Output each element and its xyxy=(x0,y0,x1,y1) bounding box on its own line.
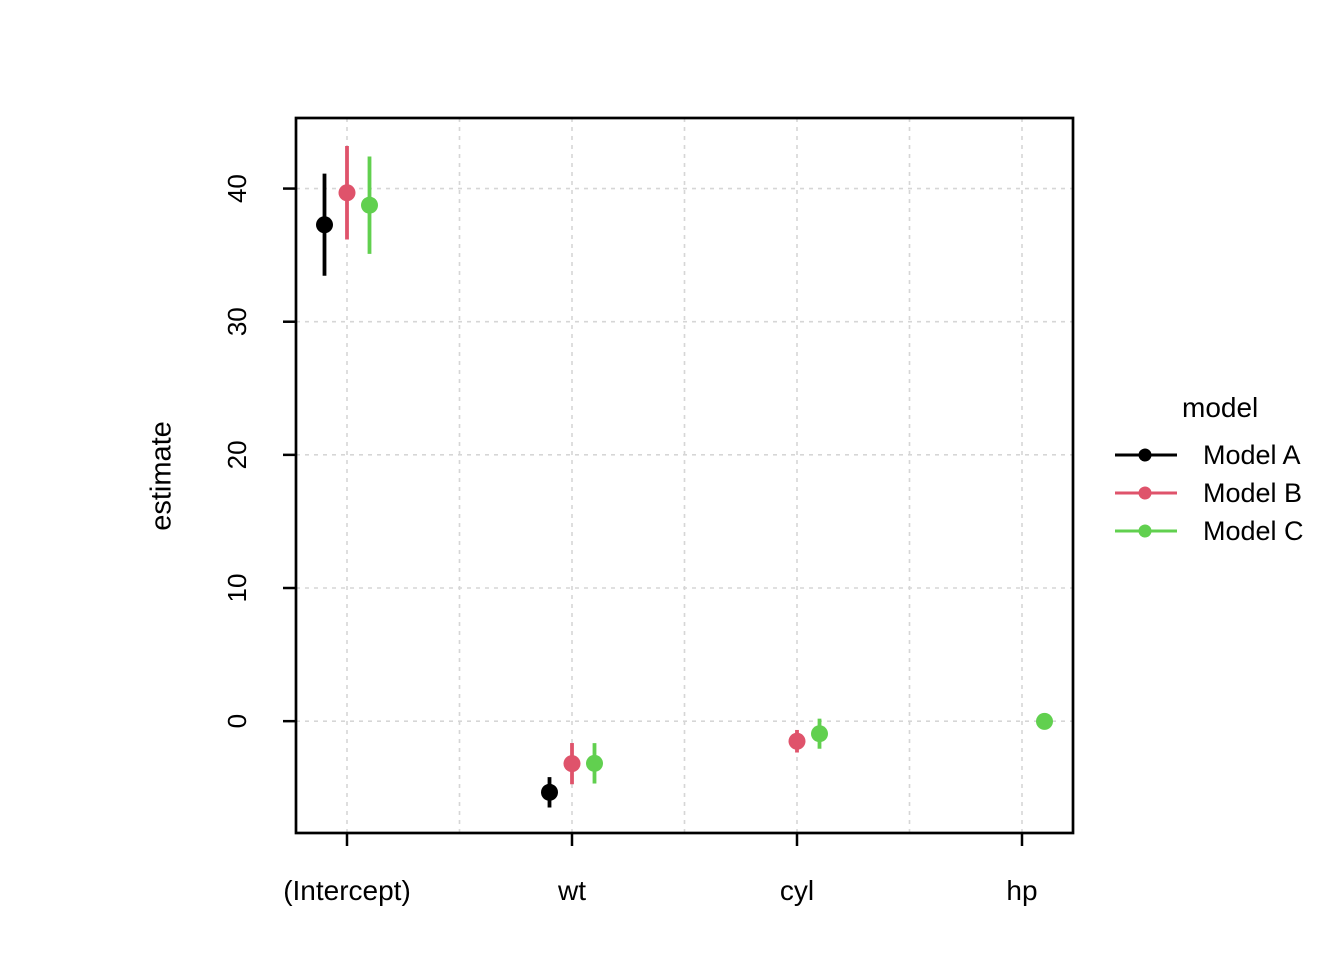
legend-entry-model-b: Model B xyxy=(1112,474,1304,512)
y-tick-label: 40 xyxy=(222,174,252,203)
estimate-point xyxy=(316,216,333,234)
gridlines xyxy=(296,118,1073,833)
estimate-point xyxy=(1036,712,1053,730)
y-axis-title: estimate xyxy=(145,421,178,531)
legend-label: Model C xyxy=(1203,515,1304,546)
legend-label: Model B xyxy=(1203,477,1303,508)
pointrange-key-icon xyxy=(1115,448,1177,462)
y-tick-label: 20 xyxy=(222,440,252,469)
estimate-point xyxy=(541,783,558,801)
pointrange-key-icon xyxy=(1115,524,1177,538)
x-tick-label: (Intercept) xyxy=(283,875,411,906)
estimate-point xyxy=(788,732,806,750)
x-axis-title: term xyxy=(656,956,712,960)
pointrange-key-icon xyxy=(1115,486,1177,500)
estimate-point xyxy=(586,754,603,772)
legend-entry-model-a: Model A xyxy=(1112,436,1304,474)
estimate-point xyxy=(361,196,378,214)
legend-title: model xyxy=(1182,392,1259,423)
x-tick-label: hp xyxy=(1006,875,1037,906)
series-model-c xyxy=(361,156,1053,784)
series-model-a xyxy=(316,173,558,808)
axis-ticks xyxy=(283,187,1024,846)
legend: model Model A Model B Model C xyxy=(1112,392,1304,550)
series-model-b xyxy=(338,146,806,785)
plot-frame xyxy=(294,116,1075,835)
estimate-point xyxy=(338,184,356,202)
estimate-point xyxy=(811,725,828,743)
x-tick-label: wt xyxy=(557,875,586,906)
estimate-point xyxy=(563,755,581,773)
x-tick-label: cyl xyxy=(780,875,814,906)
tick-labels: (Intercept) wt cyl hp 0 10 20 30 40 xyxy=(222,174,1038,906)
legend-entry-model-c: Model C xyxy=(1112,512,1304,550)
y-tick-label: 30 xyxy=(222,307,252,336)
legend-label: Model A xyxy=(1203,439,1301,470)
y-tick-label: 10 xyxy=(222,574,252,603)
y-tick-label: 0 xyxy=(222,714,252,728)
